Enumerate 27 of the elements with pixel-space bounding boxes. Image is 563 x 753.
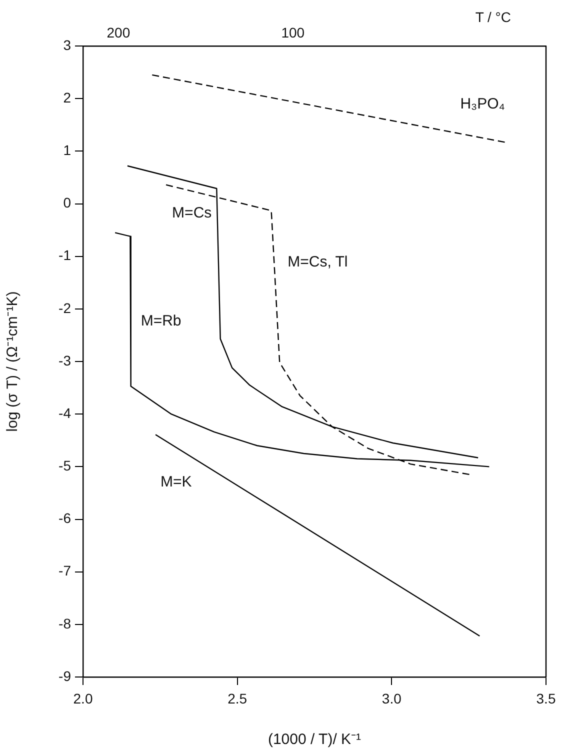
x-axis-title: (1000 / T)/ K⁻¹ — [268, 731, 362, 748]
x2-axis-title: T / °C — [475, 8, 511, 25]
series-label: M=Rb — [140, 312, 182, 330]
x-tick-label: 2.0 — [73, 690, 93, 706]
x-tick-label: 2.5 — [228, 690, 248, 706]
y-tick-label: -2 — [58, 300, 72, 316]
series-label: M=Cs, Tl — [288, 254, 348, 271]
series-label: M=K — [160, 474, 192, 491]
y-tick-label: -9 — [58, 668, 72, 684]
y-tick-label: -4 — [58, 404, 72, 421]
x-tick-label: 3.5 — [536, 690, 556, 706]
x2-tick-label: 100 — [281, 24, 305, 40]
x-tick-label: 3.0 — [382, 690, 402, 706]
x2-tick-label: 200 — [106, 24, 130, 40]
y-tick-label: -1 — [58, 247, 72, 264]
series-label: H₃PO₄ — [460, 95, 505, 112]
y-tick-label: -3 — [58, 352, 72, 368]
y-tick-label: 1 — [63, 142, 72, 158]
y-tick-label: 3 — [63, 36, 72, 53]
y-tick-label: -5 — [58, 458, 72, 474]
y-tick-label: -6 — [58, 510, 72, 526]
y-axis-title: log (σ T) / (Ω⁻¹cm⁻¹K) — [4, 291, 22, 432]
y-tick-label: 2 — [63, 89, 72, 106]
y-tick-label: -8 — [58, 615, 72, 632]
series-label: M=Cs — [172, 204, 212, 222]
y-tick-label: 0 — [63, 194, 72, 211]
y-tick-label: -7 — [58, 562, 72, 579]
